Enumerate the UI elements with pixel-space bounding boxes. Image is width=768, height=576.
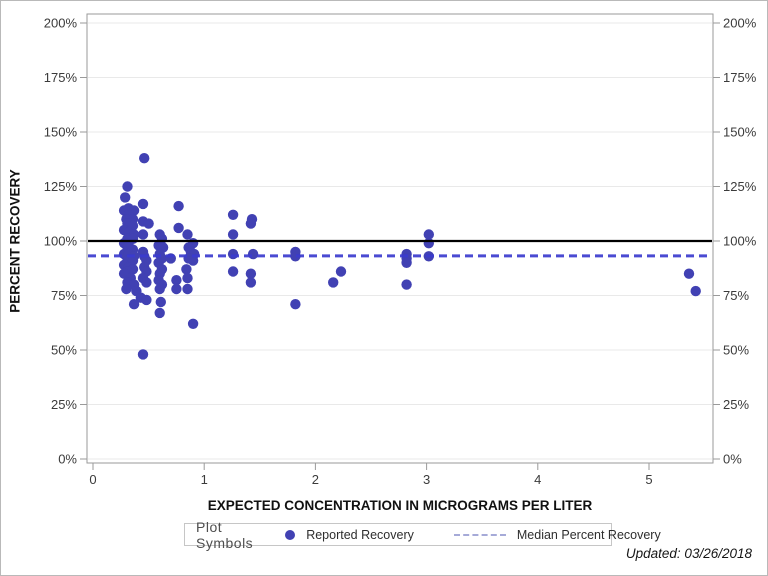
data-point xyxy=(143,218,154,229)
data-point xyxy=(182,229,193,240)
y-tick-label-left: 150% xyxy=(44,125,78,140)
x-tick-label: 4 xyxy=(534,472,541,487)
y-tick-label-left: 200% xyxy=(44,16,78,31)
data-point xyxy=(187,255,199,266)
y-tick-label-right: 175% xyxy=(723,70,757,85)
y-tick-label-left: 0% xyxy=(58,452,77,467)
x-tick-label: 0 xyxy=(89,472,96,487)
plot-legend: Plot Symbols Reported Recovery Median Pe… xyxy=(184,519,661,551)
data-point xyxy=(182,283,193,295)
data-point xyxy=(137,349,149,360)
y-tick-label-right: 75% xyxy=(723,288,749,303)
x-tick-label: 5 xyxy=(645,472,652,487)
data-point xyxy=(181,264,192,275)
y-tick-label-left: 25% xyxy=(51,397,77,412)
data-point xyxy=(122,181,133,192)
data-point xyxy=(690,285,701,297)
reported-recovery-points xyxy=(118,153,701,360)
data-point xyxy=(401,257,412,268)
reported-recovery-marker-icon xyxy=(285,529,296,540)
x-axis: 0 1 2 3 4 5 xyxy=(89,463,653,487)
y-tick-label-right: 25% xyxy=(723,397,749,412)
y-tick-label-right: 50% xyxy=(723,343,749,358)
data-point xyxy=(128,299,140,310)
data-point xyxy=(423,229,434,240)
data-point xyxy=(137,229,149,240)
data-point xyxy=(141,277,152,288)
updated-date-text: Updated: 03/26/2018 xyxy=(625,546,752,561)
data-point xyxy=(423,238,434,249)
data-point xyxy=(154,283,165,295)
plot-frame xyxy=(86,13,714,464)
data-point xyxy=(290,299,301,310)
data-point xyxy=(227,229,239,240)
y-axis: 0% 0% 25% 25% 50% 50% 75% 75% 100% 100% 125% 125% 15… xyxy=(44,16,757,467)
y-tick-label-left: 100% xyxy=(44,234,78,249)
data-point xyxy=(154,307,165,319)
data-point xyxy=(683,268,695,279)
y-tick-label-right: 100% xyxy=(723,234,757,249)
data-point xyxy=(173,222,184,234)
y-tick-label-right: 200% xyxy=(723,16,757,31)
y-axis-title: PERCENT RECOVERY xyxy=(7,169,23,313)
y-tick-label-left: 125% xyxy=(44,179,78,194)
legend-label-reported-recovery: Reported Recovery xyxy=(306,527,414,542)
data-point xyxy=(245,218,257,229)
data-point xyxy=(141,294,152,306)
y-tick-label-left: 175% xyxy=(44,70,78,85)
data-point xyxy=(227,248,239,260)
data-point xyxy=(120,192,131,203)
data-point xyxy=(335,266,347,277)
data-point xyxy=(182,272,193,284)
median-line-sample-icon xyxy=(453,533,506,536)
data-point xyxy=(328,277,339,288)
data-point xyxy=(227,209,239,220)
y-tick-label-right: 0% xyxy=(723,452,742,467)
data-point xyxy=(245,277,257,288)
data-point xyxy=(187,318,199,329)
data-point xyxy=(401,279,412,290)
data-point xyxy=(173,200,184,212)
data-point xyxy=(139,153,150,164)
x-tick-label: 1 xyxy=(201,472,208,487)
data-point xyxy=(171,275,182,286)
x-tick-label: 3 xyxy=(423,472,430,487)
y-tick-label-left: 50% xyxy=(51,343,77,358)
data-point xyxy=(155,296,166,308)
x-tick-label: 2 xyxy=(312,472,319,487)
data-point xyxy=(137,198,149,210)
y-tick-label-right: 125% xyxy=(723,179,757,194)
data-point xyxy=(171,283,182,295)
y-tick-label-left: 75% xyxy=(51,288,77,303)
legend-title: Plot Symbols xyxy=(196,518,254,551)
y-tick-label-right: 150% xyxy=(723,125,757,140)
legend-label-median-recovery: Median Percent Recovery xyxy=(516,527,661,542)
data-point xyxy=(245,268,257,279)
data-point xyxy=(227,266,239,277)
data-point xyxy=(247,248,259,260)
data-point xyxy=(290,251,301,262)
x-axis-title: EXPECTED CONCENTRATION IN MICROGRAMS PER… xyxy=(207,498,593,513)
data-point xyxy=(121,283,132,295)
